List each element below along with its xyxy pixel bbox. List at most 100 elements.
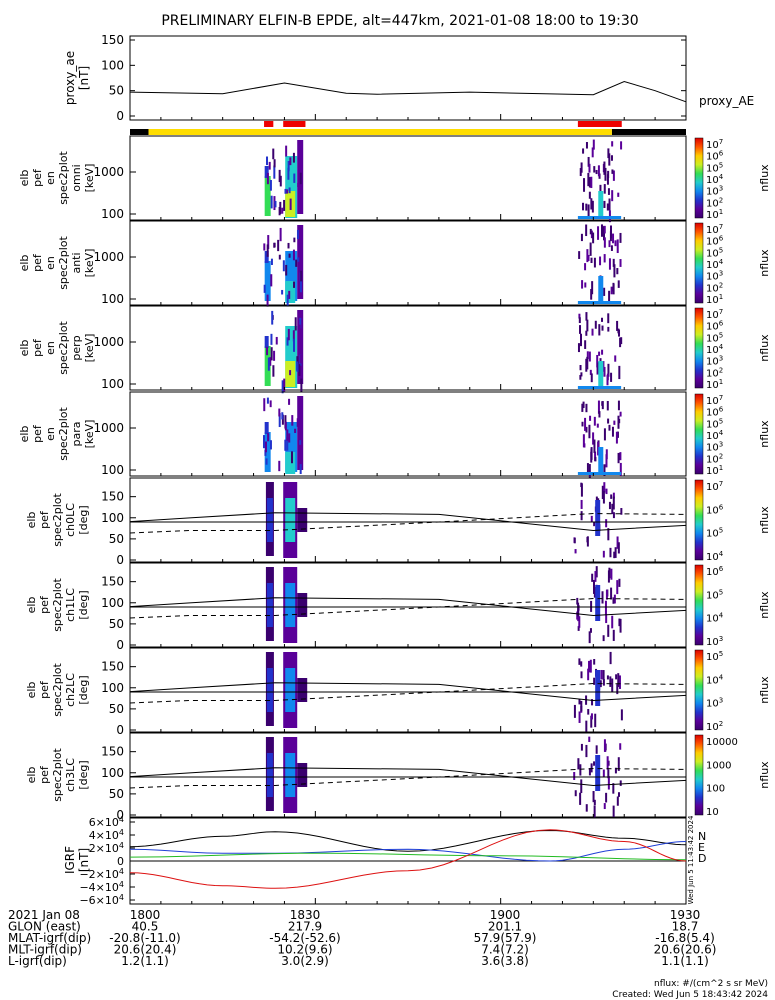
spec-panel-tick-label: 100 [101, 596, 124, 610]
colorbar [694, 649, 704, 731]
spec-speckle-late [617, 452, 620, 464]
spec-speckle-late [587, 156, 590, 167]
footer-cell-r4c1: 1.2(1.1) [121, 954, 169, 968]
spec-speckle-late [585, 403, 588, 413]
spec-late-core [598, 276, 604, 302]
pa-speckle-late [601, 591, 604, 604]
loss-cone-dashed-line [129, 513, 687, 534]
proxy-ae-tick-label: 50 [109, 84, 124, 98]
pa-speckle-late [607, 528, 610, 541]
pa-speckle-late [616, 796, 619, 806]
loss-cone-solid-line [129, 597, 687, 616]
colorbar-title: nflux [758, 420, 771, 448]
spec-panel-ylabel: [keV] [83, 334, 96, 363]
spec-speckle-early [299, 317, 302, 329]
spec-speckle-late [613, 420, 616, 425]
colorbar-tick-label: 105 [706, 588, 723, 601]
spec-speckle-late [619, 411, 622, 417]
spec-speckle-early [289, 157, 292, 166]
spec-speckle-early [266, 294, 269, 307]
loss-cone-solid-line [129, 682, 687, 701]
pa-speckle-late [610, 494, 613, 499]
colorbar-tick-label: 102 [706, 196, 723, 209]
spec-panel-tick-label: 50 [109, 787, 124, 801]
spec-speckle-late [587, 254, 590, 261]
pa-speckle-late [586, 536, 589, 543]
spec-panel-tick-label: 150 [101, 490, 124, 504]
spec-speckle-early [265, 458, 268, 465]
spec-speckle-late [610, 245, 613, 251]
spec-panel-tick-label: 100 [101, 681, 124, 695]
spec-speckle-late [585, 142, 588, 149]
spec-speckle-late [620, 337, 623, 345]
flag-bar-red-segment [577, 121, 622, 127]
flag-bar-black-segment [611, 129, 686, 135]
spec-panel-frame [129, 732, 687, 818]
spec-speckle-late [590, 289, 593, 300]
spec-speckle-late [608, 153, 611, 166]
spec-speckle-late [603, 366, 606, 377]
proxy-ae-tick-label: 0 [116, 109, 124, 123]
pa-speckle-late [578, 616, 581, 628]
pa-speckle-late [593, 677, 596, 685]
spec-speckle-late [589, 228, 592, 235]
spec-speckle-late [593, 257, 596, 268]
colorbar-tick-label: 107 [706, 138, 723, 151]
colorbar-tick-label: 105 [706, 246, 723, 259]
pa-speckle-late [612, 512, 615, 519]
spec-panel-tick-label: 100 [101, 292, 124, 306]
spec-speckle-late [597, 226, 600, 240]
pa-speckle-late [585, 720, 588, 732]
spec-speckle-late [580, 162, 583, 173]
spec-speckle-early [272, 365, 275, 377]
spec-speckle-early [286, 189, 289, 194]
pa-speckle-late [602, 670, 605, 680]
spec-speckle-early [278, 413, 281, 428]
spec-speckle-late [619, 232, 622, 243]
spec-panel-ylabel: pef [38, 510, 51, 529]
pa-speckle-late [612, 492, 615, 499]
pa-speckle-late [577, 758, 580, 770]
spec-panel-ylabel: [deg] [77, 590, 90, 619]
colorbar-tick-label: 106 [706, 503, 724, 516]
spec-burst-main-edge [297, 310, 304, 384]
spec-panel-tick-label: 100 [101, 463, 124, 477]
footer-cell-r2c3: 57.9(57.9) [474, 931, 537, 945]
spec-burst-main-core [285, 452, 296, 474]
colorbar-tick-label: 106 [706, 406, 724, 419]
footer-cell-r3c2: 10.2(9.6) [277, 943, 332, 957]
pa-speckle-late [607, 776, 610, 790]
spec-speckle-early [284, 439, 287, 451]
spec-speckle-late [603, 428, 606, 441]
spec-speckle-late [604, 167, 607, 181]
pa-speckle-late [606, 675, 609, 680]
spec-speckle-late [605, 454, 608, 468]
pa-speckle-late [617, 673, 620, 687]
pa-speckle-late [619, 743, 622, 750]
spec-speckle-late [594, 451, 597, 462]
spec-panel-tick-label: 0 [116, 723, 124, 737]
spec-speckle-late [612, 258, 615, 267]
spec-speckle-early [290, 451, 293, 464]
igrf-legend-E: E [698, 841, 705, 854]
spec-speckle-early [270, 258, 273, 265]
spec-speckle-late [580, 372, 583, 377]
plot-title: PRELIMINARY ELFIN-B EPDE, alt=447km, 202… [161, 13, 638, 29]
pa-speckle-late [612, 496, 615, 510]
spec-speckle-early [278, 460, 281, 472]
igrf-side-timestamp: Wed Jun 5 11:43:42 2024 [687, 815, 695, 904]
colorbar-tick-label: 100 [706, 784, 725, 795]
pa-speckle-late [618, 675, 621, 689]
colorbar-tick-label: 106 [706, 320, 724, 333]
proxy-ae-ylabel: proxy_ae [63, 51, 77, 105]
spec-speckle-early [298, 402, 301, 412]
spec-speckle-early [286, 437, 289, 451]
spec-speckle-early [288, 398, 291, 405]
spec-speckle-late [601, 401, 604, 406]
spec-speckle-late [611, 426, 614, 437]
proxy-ae-ylabel: [nT] [77, 66, 91, 90]
footer-cell-r0c1: 1800 [130, 908, 161, 922]
pa-speckle-late [602, 679, 605, 686]
spec-speckle-late [594, 457, 597, 462]
spec-speckle-late [598, 324, 601, 336]
